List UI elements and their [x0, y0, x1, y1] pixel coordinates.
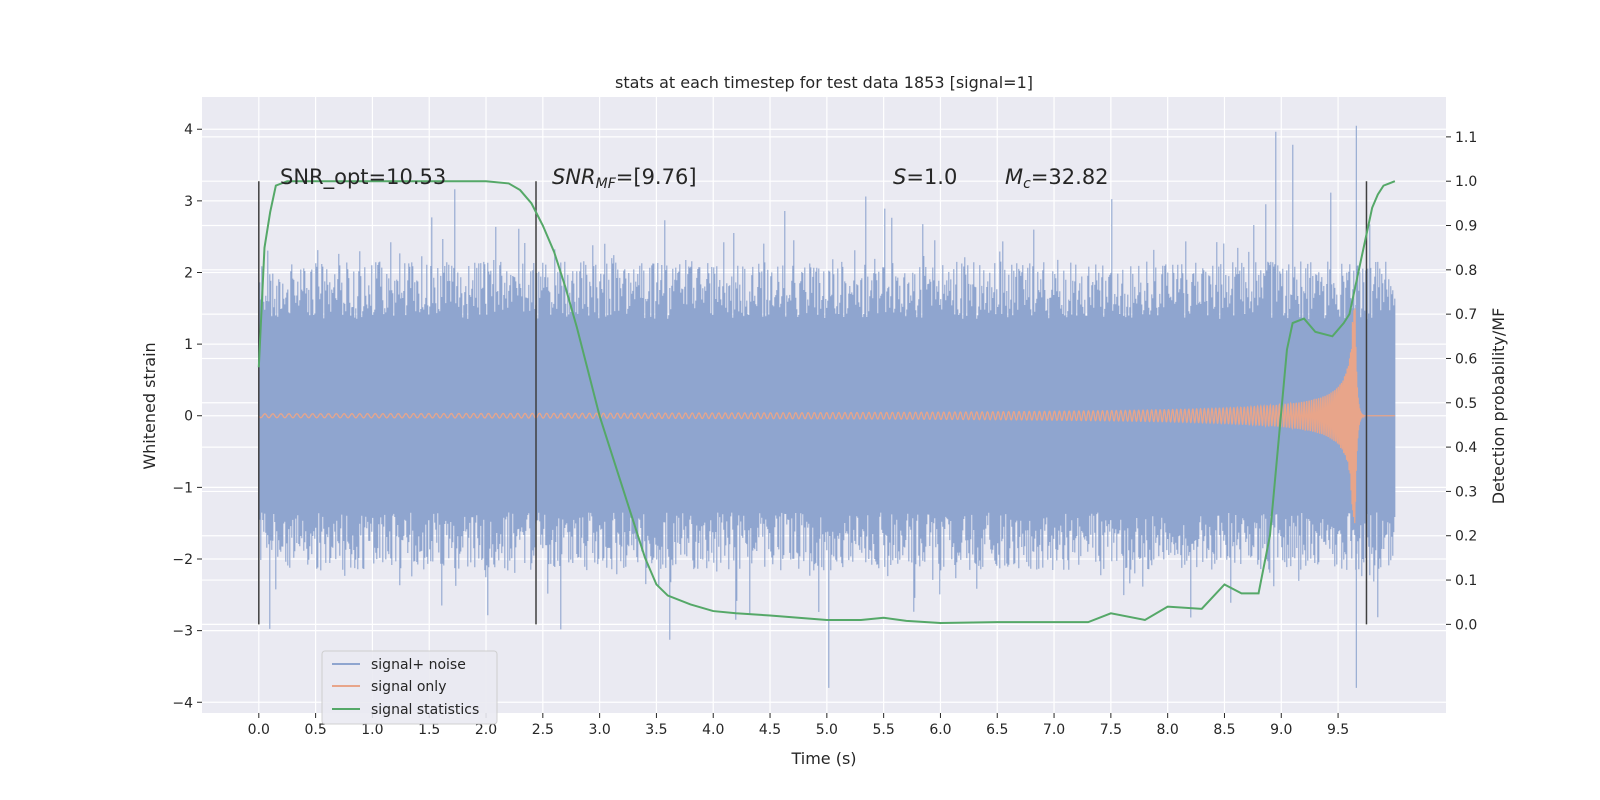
x-tick-label-8: 4.0: [702, 722, 724, 738]
x-tick-label-15: 7.5: [1100, 722, 1122, 738]
x-tick-label-0: 0.0: [248, 722, 270, 738]
x-tick-label-9: 4.5: [759, 722, 781, 738]
y-right-tick-label-0: 1.1: [1455, 130, 1477, 146]
chart-title: stats at each timestep for test data 185…: [615, 73, 1033, 92]
x-tick-label-11: 5.5: [873, 722, 895, 738]
y-left-tick-label-7: −3: [172, 624, 193, 640]
annotation-snr-opt: SNR_opt=10.53: [280, 165, 446, 190]
x-tick-label-6: 3.0: [588, 722, 610, 738]
y-left-tick-label-4: 0: [184, 409, 193, 425]
y-right-axis-label: Detection probability/MF: [1489, 308, 1508, 505]
signal-only-series: [258, 308, 1395, 524]
y-right-tick-label-10: 0.1: [1455, 573, 1477, 589]
y-right-tick-label-7: 0.4: [1455, 440, 1477, 456]
x-tick-label-12: 6.0: [929, 722, 951, 738]
x-tick-label-3: 1.5: [418, 722, 440, 738]
y-right-tick-label-5: 0.6: [1455, 351, 1477, 367]
y-right-tick-label-9: 0.2: [1455, 529, 1477, 545]
x-tick-label-19: 9.5: [1327, 722, 1349, 738]
x-tick-label-2: 1.0: [361, 722, 383, 738]
legend-box: [321, 650, 498, 725]
x-tick-label-16: 8.0: [1157, 722, 1179, 738]
signal-statistics-series: [257, 180, 1396, 625]
y-right-tick-label-3: 0.8: [1455, 263, 1477, 279]
y-left-axis-label: Whitened strain: [140, 342, 159, 469]
y-right-tick-label-1: 1.0: [1455, 174, 1477, 190]
legend-entry-signal-statistics: signal statistics: [371, 702, 479, 718]
annotation-s: S=1.0: [893, 165, 957, 189]
x-tick-label-1: 0.5: [304, 722, 326, 738]
y-right-tick-label-6: 0.5: [1455, 396, 1477, 412]
legend-entry-signal-noise: signal+ noise: [371, 657, 466, 673]
x-tick-label-7: 3.5: [645, 722, 667, 738]
x-tick-label-4: 2.0: [475, 722, 497, 738]
y-left-tick-label-5: −1: [172, 480, 193, 496]
legend-entry-signal-only: signal only: [371, 679, 446, 695]
y-left-tick-label-2: 2: [184, 265, 193, 281]
annotation-mc: Mc=32.82: [1005, 165, 1109, 192]
x-tick-label-18: 9.0: [1270, 722, 1292, 738]
y-left-tick-label-1: 3: [184, 194, 193, 210]
y-right-tick-label-11: 0.0: [1455, 617, 1477, 633]
x-tick-label-10: 5.0: [816, 722, 838, 738]
x-axis-label: Time (s): [790, 749, 856, 768]
x-tick-label-17: 8.5: [1213, 722, 1235, 738]
y-left-tick-label-0: 4: [184, 122, 193, 138]
y-left-tick-label-3: 1: [184, 337, 193, 353]
legend: signal+ noise signal only signal statist…: [321, 650, 498, 725]
x-tick-label-14: 7.0: [1043, 722, 1065, 738]
annotation-snr-mf: SNRMF=[9.76]: [552, 165, 697, 192]
y-right-axis-ticks: 1.1 1.0 0.9 0.8 0.7 0.6 0.5 0.4 0.3 0.2 0.1 0.0: [1446, 130, 1477, 633]
x-axis-ticks: 0.0 0.5 1.0 1.5 2.0 2.5 3.0 3.5 4.0 4.5 5.0 5.5 6.0 6…: [248, 713, 1349, 738]
y-right-tick-label-2: 0.9: [1455, 219, 1477, 235]
time-markers: [258, 181, 1368, 625]
y-left-tick-label-6: −2: [172, 552, 193, 568]
x-tick-label-13: 6.5: [986, 722, 1008, 738]
y-left-tick-label-8: −4: [172, 695, 193, 711]
x-tick-label-5: 2.5: [532, 722, 554, 738]
y-left-axis-ticks: 4 3 2 1 0 −1 −2 −3 −4: [172, 122, 202, 711]
y-right-tick-label-8: 0.3: [1455, 484, 1477, 500]
y-right-tick-label-4: 0.7: [1455, 307, 1477, 323]
